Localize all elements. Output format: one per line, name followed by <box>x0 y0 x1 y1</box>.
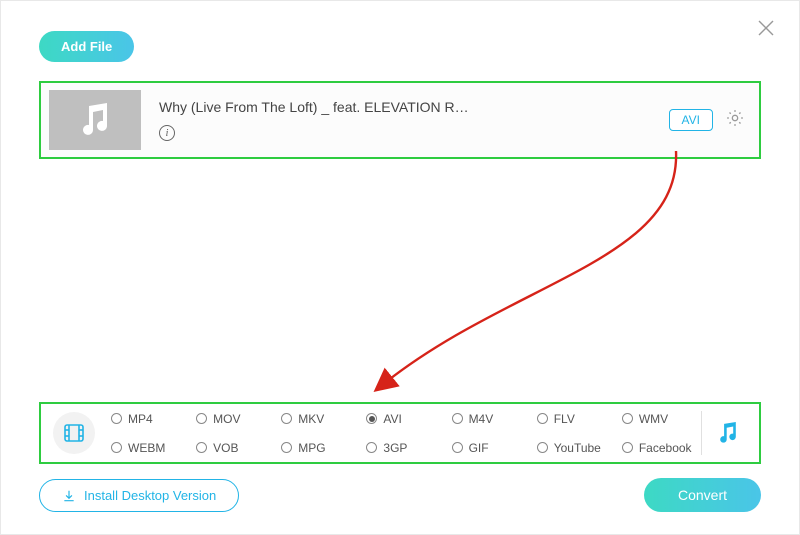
radio-icon <box>281 442 292 453</box>
radio-icon <box>622 413 633 424</box>
format-label: 3GP <box>383 441 407 455</box>
video-icon[interactable] <box>53 412 95 454</box>
app-window: Add File Why (Live From The Loft) _ feat… <box>0 0 800 535</box>
file-thumbnail <box>49 90 141 150</box>
download-icon <box>62 489 76 503</box>
format-option-facebook[interactable]: Facebook <box>612 441 697 455</box>
radio-icon <box>196 413 207 424</box>
format-label: MOV <box>213 412 240 426</box>
convert-button[interactable]: Convert <box>644 478 761 512</box>
format-panel: MP4 MOV MKV AVI M4V FLV WMV WEBM VOB MPG 3GP GIF You… <box>39 402 761 464</box>
radio-icon <box>452 442 463 453</box>
gear-icon[interactable] <box>725 108 745 133</box>
music-note-icon <box>75 100 115 140</box>
format-label: M4V <box>469 412 494 426</box>
file-row: Why (Live From The Loft) _ feat. ELEVATI… <box>39 81 761 159</box>
install-desktop-button[interactable]: Install Desktop Version <box>39 479 239 512</box>
format-option-3gp[interactable]: 3GP <box>356 441 441 455</box>
format-label: GIF <box>469 441 489 455</box>
radio-icon <box>366 442 377 453</box>
format-option-m4v[interactable]: M4V <box>442 412 527 426</box>
radio-icon <box>196 442 207 453</box>
format-label: MKV <box>298 412 324 426</box>
audio-icon[interactable] <box>701 411 753 455</box>
file-meta: Why (Live From The Loft) _ feat. ELEVATI… <box>159 99 669 141</box>
format-label: AVI <box>383 412 401 426</box>
annotation-arrow <box>331 141 691 401</box>
radio-icon <box>537 442 548 453</box>
format-option-mov[interactable]: MOV <box>186 412 271 426</box>
format-label: VOB <box>213 441 238 455</box>
format-option-avi[interactable]: AVI <box>356 412 441 426</box>
format-option-vob[interactable]: VOB <box>186 441 271 455</box>
format-option-gif[interactable]: GIF <box>442 441 527 455</box>
radio-icon <box>111 442 122 453</box>
format-label: MPG <box>298 441 325 455</box>
radio-icon <box>452 413 463 424</box>
format-option-webm[interactable]: WEBM <box>101 441 186 455</box>
format-option-youtube[interactable]: YouTube <box>527 441 612 455</box>
format-label: FLV <box>554 412 575 426</box>
output-format-button[interactable]: AVI <box>669 109 713 131</box>
format-label: WEBM <box>128 441 165 455</box>
info-icon[interactable]: i <box>159 125 175 141</box>
radio-icon <box>281 413 292 424</box>
format-option-flv[interactable]: FLV <box>527 412 612 426</box>
install-desktop-label: Install Desktop Version <box>84 488 216 503</box>
radio-icon <box>111 413 122 424</box>
format-option-wmv[interactable]: WMV <box>612 412 697 426</box>
add-file-button[interactable]: Add File <box>39 31 134 62</box>
format-label: WMV <box>639 412 668 426</box>
format-label: YouTube <box>554 441 601 455</box>
format-grid: MP4 MOV MKV AVI M4V FLV WMV WEBM VOB MPG 3GP GIF You… <box>101 404 697 462</box>
format-option-mp4[interactable]: MP4 <box>101 412 186 426</box>
format-label: MP4 <box>128 412 153 426</box>
file-title: Why (Live From The Loft) _ feat. ELEVATI… <box>159 99 669 115</box>
radio-icon <box>366 413 377 424</box>
radio-icon <box>622 442 633 453</box>
close-icon[interactable] <box>757 19 775 42</box>
format-option-mkv[interactable]: MKV <box>271 412 356 426</box>
radio-icon <box>537 413 548 424</box>
format-option-mpg[interactable]: MPG <box>271 441 356 455</box>
format-label: Facebook <box>639 441 692 455</box>
